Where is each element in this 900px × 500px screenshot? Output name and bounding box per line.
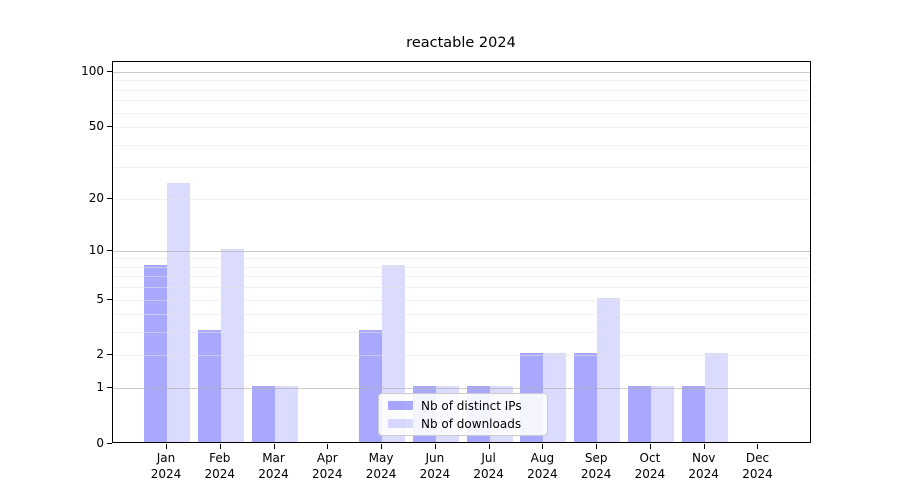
bar-downloads-mar <box>274 386 298 442</box>
y-tick-mark <box>107 249 112 251</box>
bar-distinct-ips-feb <box>197 330 221 442</box>
minor-gridline <box>113 266 810 268</box>
bar-distinct-ips-mar <box>251 386 275 442</box>
x-tick-year: 2024 <box>258 467 289 481</box>
minor-gridline <box>113 258 810 260</box>
x-tick-label: Aug 2024 <box>512 450 572 482</box>
x-tick-year: 2024 <box>419 467 451 481</box>
minor-gridline <box>113 355 810 357</box>
minor-gridline <box>113 144 810 146</box>
x-tick-mark <box>166 444 167 449</box>
x-tick-label: Jan 2024 <box>136 450 196 482</box>
bar-distinct-ips-may <box>359 330 383 442</box>
minor-gridline <box>113 299 810 301</box>
minor-gridline <box>113 167 810 169</box>
bar-distinct-ips-sep <box>574 353 598 442</box>
x-tick-label: Dec 2024 <box>727 450 787 482</box>
legend: Nb of distinct IPs Nb of downloads <box>378 393 548 436</box>
x-tick-label: Nov 2024 <box>674 450 734 482</box>
minor-gridline <box>113 112 810 114</box>
y-tick-mark <box>107 354 112 356</box>
legend-item-downloads: Nb of downloads <box>379 416 547 431</box>
x-tick-mark <box>219 444 221 449</box>
x-tick-mark <box>327 444 329 449</box>
y-tick-label: 0 <box>96 436 104 450</box>
x-tick-label: May 2024 <box>351 450 411 482</box>
x-tick-mark <box>596 444 598 449</box>
y-tick-mark <box>107 443 112 444</box>
x-tick-mark <box>542 444 544 449</box>
x-tick-mark <box>381 444 383 449</box>
x-tick-year: 2024 <box>150 467 182 481</box>
y-tick-mark <box>107 298 112 300</box>
bar-downloads-feb <box>220 248 244 442</box>
legend-label-downloads: Nb of downloads <box>421 416 522 431</box>
y-tick-label: 1 <box>96 380 104 395</box>
x-tick-year: 2024 <box>580 467 612 481</box>
x-tick-mark <box>273 444 275 449</box>
minor-gridline <box>113 287 810 289</box>
x-tick-year: 2024 <box>365 467 397 481</box>
bar-downloads-oct <box>650 386 674 442</box>
y-tick-mark <box>107 197 112 199</box>
minor-gridline <box>113 314 810 316</box>
legend-swatch-distinct-ips-icon <box>388 401 413 410</box>
x-tick-mark <box>488 444 490 449</box>
legend-item-distinct-ips: Nb of distinct IPs <box>379 398 547 413</box>
legend-label-distinct-ips: Nb of distinct IPs <box>421 398 522 413</box>
bar-downloads-nov <box>704 353 728 442</box>
minor-gridline <box>113 100 810 102</box>
minor-gridline <box>113 89 810 91</box>
y-tick-mark <box>107 387 112 389</box>
bar-distinct-ips-jan <box>144 264 167 442</box>
y-tick-label: 10 <box>88 242 104 257</box>
x-tick-label: Jun 2024 <box>405 450 465 482</box>
y-tick-label: 5 <box>96 291 104 306</box>
legend-swatch-downloads-icon <box>388 419 413 428</box>
bar-distinct-ips-nov <box>681 386 705 442</box>
x-tick-mark <box>703 444 705 449</box>
x-tick-label: Mar 2024 <box>244 450 304 482</box>
major-gridline <box>113 388 810 390</box>
minor-gridline <box>113 80 810 82</box>
minor-gridline <box>113 198 810 200</box>
y-tick-label: 50 <box>88 119 104 134</box>
minor-gridline <box>113 332 810 334</box>
y-tick-mark <box>107 126 112 128</box>
x-tick-year: 2024 <box>312 467 343 481</box>
bar-downloads-jan <box>167 182 190 442</box>
y-tick-label: 20 <box>88 190 104 205</box>
y-tick-label: 2 <box>96 347 104 362</box>
x-tick-year: 2024 <box>204 467 236 481</box>
x-tick-year: 2024 <box>742 467 773 481</box>
chart-title: reactable 2024 <box>406 35 516 51</box>
x-tick-label: Oct 2024 <box>620 450 680 482</box>
y-tick-mark <box>107 71 112 72</box>
x-tick-year: 2024 <box>527 467 558 481</box>
x-tick-label: Jul 2024 <box>459 450 519 482</box>
minor-gridline <box>113 276 810 278</box>
x-tick-mark <box>434 444 436 449</box>
x-tick-label: Feb 2024 <box>190 450 250 482</box>
y-tick-label: 100 <box>81 64 104 78</box>
x-tick-label: Apr 2024 <box>297 450 357 482</box>
minor-gridline <box>113 127 810 129</box>
major-gridline <box>113 72 810 73</box>
x-tick-mark <box>649 444 651 449</box>
bar-distinct-ips-oct <box>627 386 651 442</box>
major-gridline <box>113 250 810 252</box>
x-tick-label: Sep 2024 <box>566 450 626 482</box>
bar-downloads-aug <box>543 353 567 442</box>
x-tick-year: 2024 <box>688 467 719 481</box>
plot-area <box>112 61 811 443</box>
x-tick-year: 2024 <box>634 467 666 481</box>
bar-downloads-sep <box>597 297 621 442</box>
x-tick-mark <box>757 444 759 449</box>
x-tick-year: 2024 <box>473 467 504 481</box>
